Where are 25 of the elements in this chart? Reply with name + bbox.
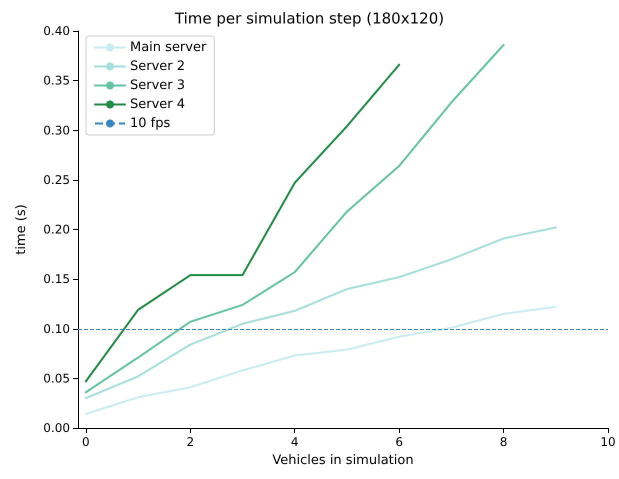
y-axis-title: time (s) (14, 204, 29, 255)
x-tick-label: 0 (82, 435, 90, 449)
x-tick-label: 4 (290, 435, 299, 449)
y-tick-label: 0.15 (43, 272, 70, 286)
legend-label: Server 3 (130, 78, 186, 93)
y-tick-label: 0.30 (43, 123, 70, 138)
y-tick-label: 0.20 (43, 222, 70, 236)
legend-label: Server 2 (130, 59, 186, 74)
y-tick-label: 0.40 (43, 24, 70, 38)
y-tick-label: 0.05 (43, 371, 70, 386)
x-tick-label: 2 (186, 435, 194, 449)
x-tick-label: 10 (600, 435, 616, 449)
legend-label: Server 4 (130, 97, 186, 112)
y-tick-label: 0.25 (43, 172, 70, 187)
x-tick-label: 8 (500, 435, 508, 449)
y-tick-label: 0.10 (43, 322, 70, 336)
chart-title: Time per simulation step (180x120) (174, 10, 444, 28)
legend-label: Main server (130, 40, 207, 55)
line-series (84, 226, 557, 400)
x-tick-label: 6 (395, 435, 403, 449)
y-tick-label: 0.35 (43, 74, 70, 88)
y-tick-label: 0.00 (43, 421, 70, 435)
line-series (84, 306, 557, 416)
x-axis-title: Vehicles in simulation (272, 453, 414, 468)
legend-label: 10 fps (130, 116, 171, 131)
